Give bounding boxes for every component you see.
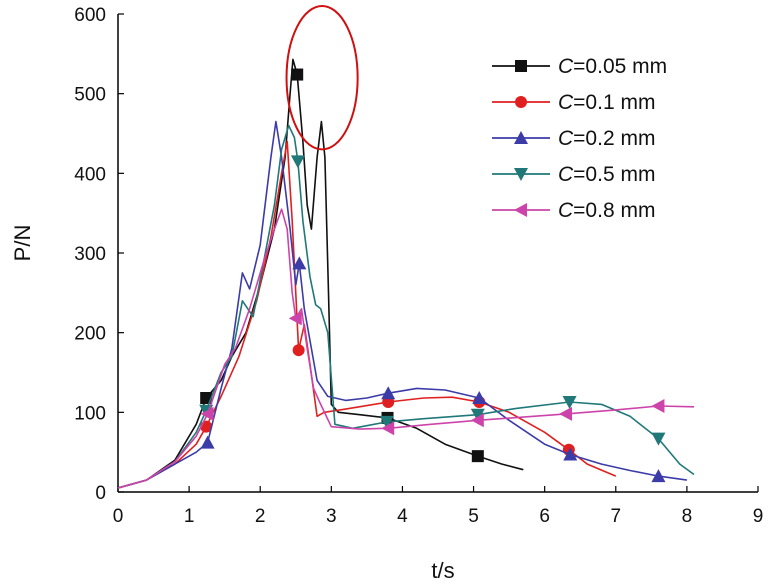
square-marker — [291, 68, 304, 81]
triangle-left-marker — [470, 413, 484, 428]
y-tick-label: 200 — [74, 324, 106, 345]
triangle-down-marker — [290, 155, 305, 169]
triangle-down-marker — [470, 408, 485, 422]
triangle-down-marker — [514, 168, 528, 181]
triangle-left-marker — [514, 203, 527, 217]
triangle-down-marker — [379, 415, 394, 429]
x-tick-label: 6 — [539, 506, 550, 527]
y-tick-label: 300 — [74, 244, 106, 265]
circle-marker — [515, 96, 527, 108]
square-marker — [471, 450, 484, 463]
legend-label: C=0.8 mm — [558, 199, 655, 222]
triangle-up-marker — [514, 131, 528, 144]
x-tick-label: 4 — [397, 506, 408, 527]
legend-label: C=0.5 mm — [558, 163, 655, 186]
legend: C=0.05 mm C=0.1 mm C=0.2 mm C=0.5 mm C=0.8 m… — [492, 55, 667, 222]
x-axis-label: t/s — [431, 558, 454, 583]
series-group — [117, 120, 688, 489]
series-group — [117, 208, 695, 489]
square-marker — [515, 60, 527, 72]
triangle-up-marker — [651, 469, 666, 483]
x-tick-label: 1 — [184, 506, 195, 527]
series-layer — [117, 58, 695, 489]
triangle-up-marker — [381, 386, 396, 400]
triangle-down-marker — [651, 432, 666, 446]
legend-label: C=0.1 mm — [558, 91, 655, 114]
y-tick-label: 400 — [74, 164, 106, 185]
legend-label: C=0.2 mm — [558, 127, 655, 150]
y-tick-label: 600 — [74, 5, 106, 26]
triangle-up-marker — [200, 435, 215, 449]
x-tick-label: 8 — [682, 506, 693, 527]
triangle-up-marker — [292, 256, 307, 270]
circle-marker — [292, 344, 305, 357]
series-group — [117, 58, 524, 489]
triangle-down-marker — [562, 395, 577, 409]
triangle-left-marker — [381, 421, 395, 436]
x-tick-label: 7 — [610, 506, 621, 527]
legend-label: C=0.05 mm — [558, 55, 667, 78]
y-tick-label: 0 — [95, 483, 106, 504]
triangle-left-marker — [288, 311, 302, 326]
y-tick-label: 500 — [74, 85, 106, 106]
triangle-left-marker — [651, 398, 665, 413]
series-line — [117, 120, 688, 489]
axes: 0 100 200 300 400 500 600 0 1 2 3 4 5 6 7 8 9 — [74, 5, 763, 527]
series-line — [117, 58, 524, 489]
y-axis-label: P/N — [10, 225, 35, 262]
highlight-ellipse — [285, 5, 359, 151]
triangle-up-marker — [472, 390, 487, 404]
x-tick-label: 2 — [255, 506, 266, 527]
triangle-left-marker — [200, 406, 214, 421]
triangle-up-marker — [563, 447, 578, 461]
y-tick-label: 100 — [74, 403, 106, 424]
triangle-left-marker — [559, 406, 572, 421]
x-tick-label: 5 — [468, 506, 479, 527]
x-tick-label: 9 — [753, 506, 764, 527]
x-tick-label: 3 — [326, 506, 337, 527]
x-tick-label: 0 — [113, 506, 124, 527]
